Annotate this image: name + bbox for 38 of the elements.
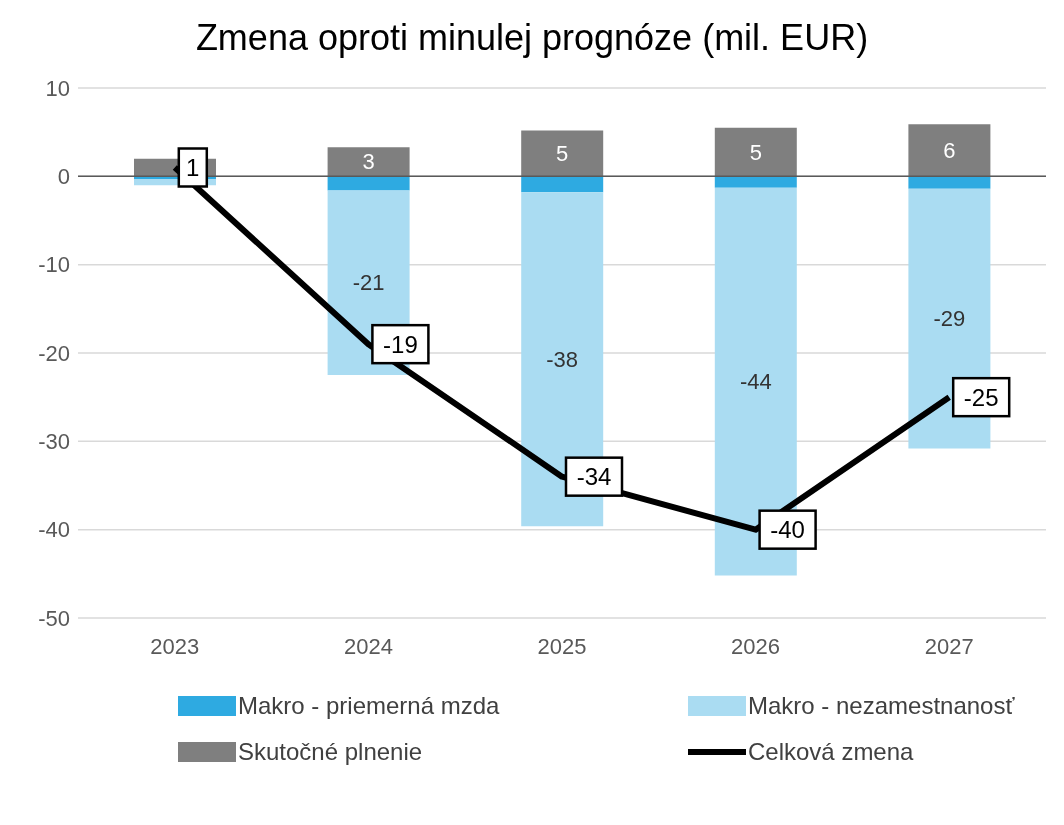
data-label: -44 <box>739 369 772 395</box>
data-label: 6 <box>943 137 956 163</box>
data-label: -40 <box>770 516 805 544</box>
y-tick-label: 10 <box>45 75 70 101</box>
y-tick-label: 0 <box>57 164 70 190</box>
x-tick-label: 2023 <box>150 633 200 659</box>
data-label: -21 <box>352 270 385 296</box>
data-label: -19 <box>383 330 418 358</box>
bar <box>327 176 410 191</box>
data-label: -25 <box>963 383 999 411</box>
bar <box>908 124 991 177</box>
data-label: 5 <box>556 140 569 166</box>
data-label: -29 <box>933 306 966 332</box>
bar <box>714 176 797 188</box>
y-tick-label: -50 <box>38 605 70 631</box>
data-label: 3 <box>362 149 375 175</box>
legend-label: Skutočné plnenie <box>238 738 423 766</box>
bar <box>521 176 604 193</box>
data-label: -38 <box>546 346 579 372</box>
y-tick-label: -10 <box>38 252 70 278</box>
chart-title: Zmena oproti minulej prognóze (mil. EUR) <box>194 16 870 60</box>
data-label: -34 <box>576 463 612 491</box>
bar <box>714 127 797 177</box>
x-tick-label: 2027 <box>924 633 974 659</box>
bar <box>521 130 604 177</box>
y-tick-label: -20 <box>38 340 70 366</box>
legend-label: Makro - priemerná mzda <box>238 692 500 720</box>
bar <box>908 176 991 189</box>
legend-label: Makro - nezamestnanosť <box>748 692 1015 720</box>
data-label: 5 <box>749 139 762 165</box>
data-label: 1 <box>186 154 200 181</box>
legend-label: Celková zmena <box>748 738 914 766</box>
y-tick-label: -30 <box>38 429 70 455</box>
x-tick-label: 2025 <box>537 633 587 659</box>
x-tick-label: 2024 <box>343 633 393 659</box>
bar <box>327 147 410 177</box>
x-tick-label: 2026 <box>731 633 781 659</box>
y-tick-label: -40 <box>38 517 70 543</box>
